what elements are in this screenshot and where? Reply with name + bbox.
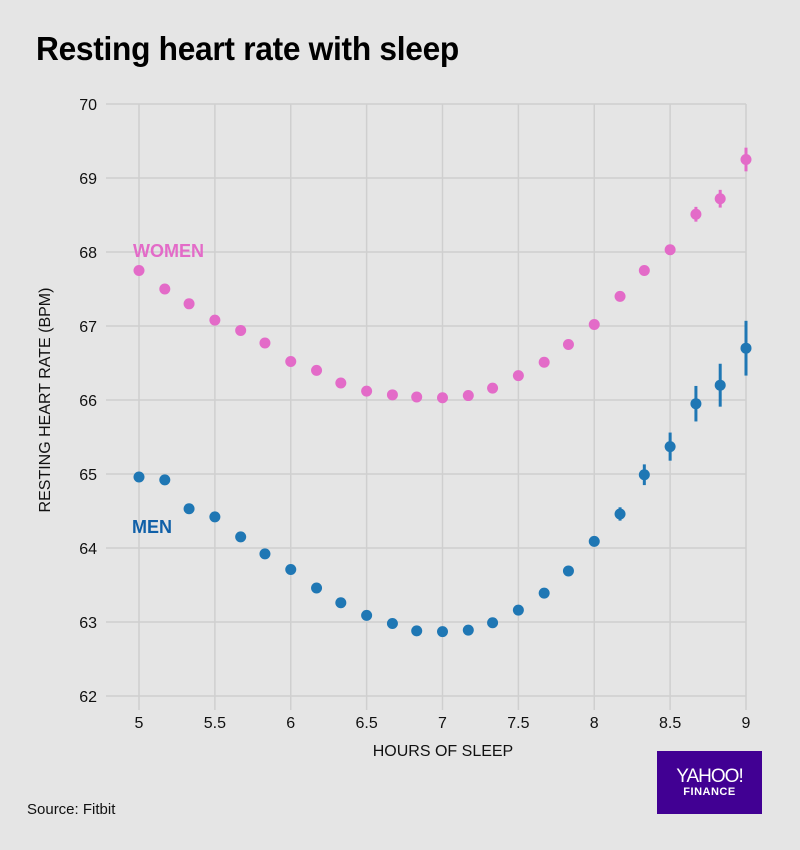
data-point: [361, 609, 373, 621]
data-point: [664, 441, 676, 453]
data-point: [740, 154, 752, 165]
logo-subtitle: FINANCE: [683, 785, 736, 798]
source-note: Source: Fitbit: [27, 801, 116, 818]
data-point: [235, 324, 247, 336]
data-point: [411, 391, 423, 403]
data-point: [311, 364, 323, 376]
x-tick-label: 6: [286, 715, 295, 732]
data-point: [386, 617, 398, 629]
data-point: [361, 385, 373, 397]
data-point: [664, 244, 676, 256]
y-tick-label: 69: [79, 171, 97, 188]
x-tick-label: 7.5: [507, 715, 529, 732]
data-point: [335, 377, 347, 389]
data-point: [538, 356, 550, 368]
data-point: [487, 617, 499, 629]
data-point: [740, 342, 752, 354]
x-axis-title: HOURS OF SLEEP: [373, 743, 513, 760]
y-axis-title: RESTING HEART RATE (BPM): [37, 288, 54, 513]
data-point: [562, 339, 574, 350]
series-men: [133, 320, 752, 638]
data-point: [159, 474, 171, 486]
data-point: [638, 265, 650, 276]
data-point: [183, 503, 195, 515]
data-point: [386, 389, 398, 401]
data-point: [311, 582, 323, 594]
data-point: [614, 290, 626, 302]
data-point: [133, 471, 145, 483]
series-women: [133, 147, 752, 404]
data-point: [209, 314, 221, 326]
y-tick-label: 65: [79, 467, 97, 484]
data-point: [235, 531, 247, 543]
x-tick-label: 7: [438, 715, 447, 732]
data-point: [159, 283, 171, 295]
x-tick-label: 9: [742, 715, 751, 732]
x-axis-ticks: 5 5.5 6 6.5 7 7.5 8 8.5 9: [135, 715, 751, 732]
data-point: [285, 563, 297, 575]
y-tick-label: 67: [79, 319, 97, 336]
data-point: [462, 390, 474, 402]
x-tick-label: 5: [135, 715, 144, 732]
data-point: [209, 511, 221, 523]
data-point: [690, 398, 702, 410]
yahoo-finance-logo: YAHOO! FINANCE: [657, 751, 762, 814]
data-point: [259, 337, 271, 349]
data-point: [133, 265, 145, 276]
data-point: [285, 356, 297, 368]
data-point: [259, 548, 271, 560]
data-point: [487, 382, 499, 394]
y-tick-label: 70: [79, 97, 97, 114]
data-point: [588, 319, 600, 331]
data-point: [614, 508, 626, 520]
y-tick-label: 66: [79, 393, 97, 410]
data-point: [411, 625, 423, 637]
x-tick-label: 8: [590, 715, 599, 732]
data-point: [538, 587, 550, 599]
data-point: [512, 370, 524, 382]
data-point: [437, 392, 448, 404]
x-tick-label: 5.5: [204, 715, 226, 732]
data-point: [183, 298, 195, 310]
x-tick-label: 6.5: [356, 715, 378, 732]
data-point: [638, 469, 650, 481]
data-point: [335, 597, 347, 609]
y-tick-label: 68: [79, 245, 97, 262]
data-marks: [133, 147, 752, 638]
data-point: [562, 565, 574, 577]
y-tick-label: 62: [79, 689, 97, 706]
logo-wordmark: YAHOO!: [676, 765, 743, 787]
y-tick-label: 63: [79, 615, 97, 632]
legend-label-women: WOMEN: [133, 241, 204, 261]
data-point: [714, 379, 726, 391]
data-point: [512, 604, 524, 616]
data-point: [690, 208, 702, 220]
x-tick-label: 8.5: [659, 715, 681, 732]
chart-title: Resting heart rate with sleep: [36, 30, 459, 67]
data-point: [437, 626, 448, 638]
legend-label-men: MEN: [132, 517, 172, 537]
y-tick-label: 64: [79, 541, 97, 558]
data-point: [588, 535, 600, 547]
data-point: [462, 624, 474, 636]
data-point: [714, 193, 726, 205]
y-axis-ticks: 62 63 64 65 66 67 68 69 70: [79, 97, 97, 706]
grid: [106, 103, 747, 710]
